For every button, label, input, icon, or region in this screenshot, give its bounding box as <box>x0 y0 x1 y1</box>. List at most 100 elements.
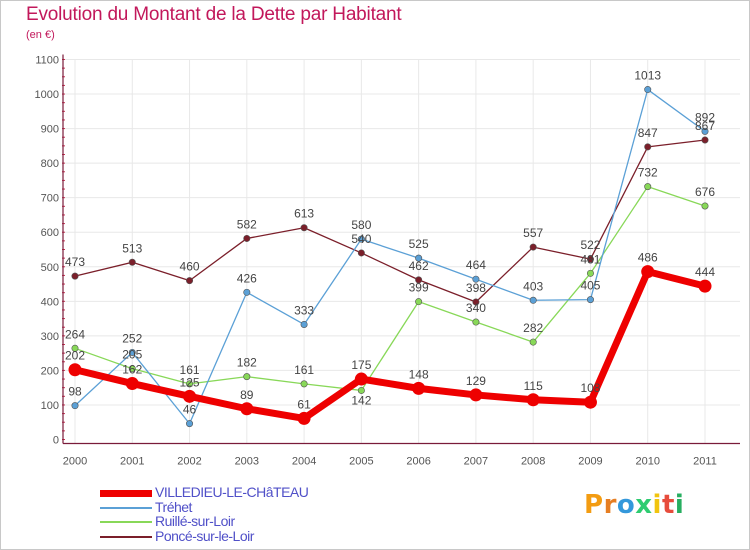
y-tick-label: 1000 <box>35 89 59 101</box>
y-tick-label: 200 <box>41 365 59 377</box>
data-point <box>415 298 423 306</box>
point-label: 582 <box>237 217 257 231</box>
y-tick-label: 800 <box>41 158 59 170</box>
data-point <box>243 234 251 242</box>
point-label: 398 <box>466 281 486 295</box>
proxiti-logo: Proxiti <box>584 490 684 520</box>
data-point <box>357 386 365 394</box>
data-point <box>354 372 368 386</box>
x-tick-label: 2008 <box>521 456 545 468</box>
x-tick-label: 2010 <box>635 456 659 468</box>
point-label: 125 <box>180 375 200 389</box>
point-label: 464 <box>466 258 486 272</box>
point-label: 98 <box>68 385 82 399</box>
x-tick-label: 2007 <box>464 456 488 468</box>
data-point <box>701 136 709 144</box>
point-label: 148 <box>409 367 429 381</box>
logo-letter: o <box>616 490 636 520</box>
point-label: 405 <box>580 279 600 293</box>
data-point <box>128 258 136 266</box>
point-label: 867 <box>695 119 715 133</box>
data-point <box>412 381 426 395</box>
point-label: 161 <box>294 363 314 377</box>
data-point <box>415 254 423 262</box>
y-tick-label: 600 <box>41 227 59 239</box>
point-label: 129 <box>466 374 486 388</box>
data-point <box>128 348 136 356</box>
data-point <box>357 249 365 257</box>
logo-letter: i <box>674 490 685 520</box>
point-label: 580 <box>351 218 371 232</box>
data-point <box>641 265 655 279</box>
point-label: 161 <box>180 363 200 377</box>
data-point <box>71 272 79 280</box>
chart-title: Evolution du Montant de la Dette par Hab… <box>26 4 402 25</box>
x-tick-label: 2001 <box>120 456 144 468</box>
point-label: 252 <box>122 331 142 345</box>
data-point <box>300 380 308 388</box>
point-label: 115 <box>524 379 543 393</box>
point-label: 1013 <box>634 69 661 83</box>
point-label: 89 <box>240 388 254 402</box>
x-tick-label: 2002 <box>177 456 201 468</box>
data-point <box>186 277 194 285</box>
data-point <box>472 298 480 306</box>
logo-letter: x <box>635 490 653 520</box>
data-point <box>644 143 652 151</box>
data-point <box>357 235 365 243</box>
data-point <box>529 243 537 251</box>
series-line <box>74 139 706 303</box>
data-point <box>243 288 251 296</box>
data-point <box>186 380 194 388</box>
point-label: 340 <box>466 301 486 315</box>
point-label: 613 <box>294 207 314 221</box>
legend-swatch-ruille <box>100 521 152 523</box>
data-point <box>526 393 540 407</box>
point-label: 460 <box>180 260 200 274</box>
x-tick-label: 2009 <box>578 456 602 468</box>
y-tick-label: 300 <box>41 331 59 343</box>
legend-label-trehet: Tréhet <box>155 498 192 515</box>
point-label: 525 <box>409 237 429 251</box>
point-label: 426 <box>237 271 257 285</box>
point-label: 162 <box>122 363 142 377</box>
data-point <box>68 363 82 377</box>
x-tick-label: 2000 <box>63 456 87 468</box>
data-point <box>529 296 537 304</box>
legend-label-villedieu: VILLEDIEU-LE-CHâTEAU <box>155 484 309 500</box>
data-point <box>644 86 652 94</box>
point-label: 403 <box>523 279 543 293</box>
point-label: 333 <box>294 303 314 317</box>
data-point <box>300 224 308 232</box>
data-point <box>240 402 254 416</box>
x-tick-label: 2005 <box>349 456 373 468</box>
point-label: 175 <box>351 358 371 372</box>
series-line <box>71 268 709 422</box>
data-point <box>529 338 537 346</box>
point-label: 399 <box>409 281 429 295</box>
data-point <box>71 402 79 410</box>
data-point <box>186 420 194 428</box>
y-tick-label: 0 <box>53 435 59 447</box>
data-point <box>125 377 139 391</box>
data-point <box>701 127 709 135</box>
x-tick-label: 2006 <box>406 456 430 468</box>
data-point <box>243 373 251 381</box>
point-label: 892 <box>695 110 715 124</box>
data-point <box>472 275 480 283</box>
logo-letter: t <box>661 490 675 520</box>
point-label: 732 <box>638 166 658 180</box>
y-tick-label: 900 <box>41 124 59 136</box>
data-point <box>698 279 712 293</box>
data-point <box>297 411 311 425</box>
x-tick-label: 2004 <box>292 456 316 468</box>
series-line <box>74 185 706 392</box>
x-tick-label: 2003 <box>235 456 259 468</box>
series-line <box>74 88 706 425</box>
point-label: 540 <box>351 232 371 246</box>
point-label: 481 <box>580 252 600 266</box>
logo-letter: r <box>603 490 617 520</box>
data-point <box>586 296 594 304</box>
legend-swatch-villedieu <box>100 490 152 497</box>
